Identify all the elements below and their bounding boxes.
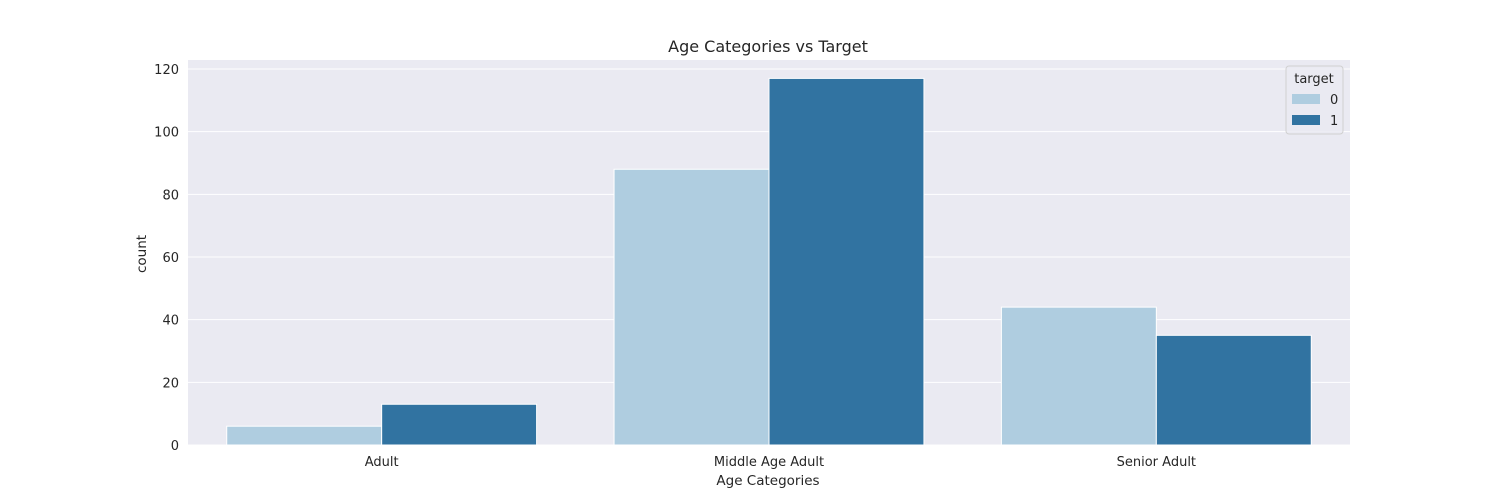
legend-label-0: 0 <box>1330 93 1338 108</box>
y-axis-label: count <box>134 235 150 273</box>
y-tick-label: 40 <box>162 314 179 329</box>
legend-label-1: 1 <box>1330 114 1338 129</box>
legend-swatch-0 <box>1292 94 1320 104</box>
bar-middle-age-adult-target-1 <box>768 77 925 446</box>
y-tick-label: 0 <box>171 439 179 454</box>
y-tick-label: 60 <box>162 251 179 266</box>
y-tick-label: 100 <box>154 126 179 141</box>
legend: target 0 1 <box>1285 65 1344 135</box>
bar-adult-target-1 <box>381 403 538 446</box>
bar-adult-target-0 <box>226 425 383 446</box>
legend-swatch-1 <box>1292 115 1320 125</box>
x-tick-label: Adult <box>365 455 399 470</box>
bar-senior-adult-target-1 <box>1155 334 1312 446</box>
x-tick-label: Middle Age Adult <box>714 455 824 470</box>
y-axis-ticks: 0 20 40 60 80 100 120 <box>154 63 179 454</box>
bar-middle-age-adult-target-0 <box>613 168 770 446</box>
x-tick-label: Senior Adult <box>1117 455 1196 470</box>
y-tick-label: 80 <box>162 188 179 203</box>
y-tick-label: 120 <box>154 63 179 78</box>
legend-title: target <box>1294 72 1334 87</box>
x-axis-label: Age Categories <box>716 473 819 489</box>
x-axis-ticks: Adult Middle Age Adult Senior Adult <box>365 455 1196 470</box>
y-tick-label: 20 <box>162 376 179 391</box>
chart-title: Age Categories vs Target <box>668 37 868 56</box>
bar-senior-adult-target-0 <box>1000 306 1157 446</box>
bars <box>226 77 1312 446</box>
